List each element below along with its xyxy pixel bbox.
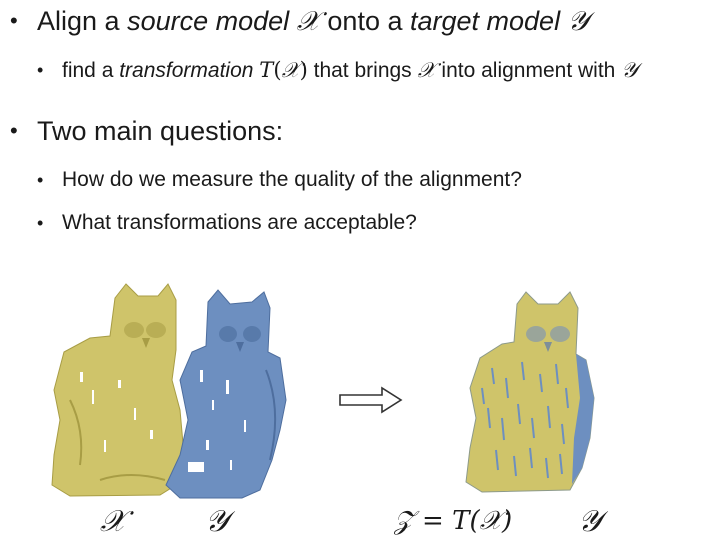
math-x: 𝒳	[296, 6, 320, 37]
label-target-y-aligned: 𝒴	[578, 504, 602, 539]
sub-bullet-dot: •	[37, 213, 44, 233]
math-T: T	[259, 58, 274, 82]
label-z-equals-t-x: 𝒵 = T(𝒳)	[394, 506, 513, 536]
bullet-two-questions: Two main questions:	[37, 116, 284, 146]
owls-aligned-figure	[465, 291, 595, 493]
text: Align a	[37, 6, 128, 36]
sub-bullet-dot: •	[37, 170, 44, 190]
math-y: 𝒴	[567, 6, 589, 37]
right-arrow-icon	[339, 386, 403, 414]
text-transformation: transformation	[119, 59, 254, 82]
sub-bullet-quality: How do we measure the quality of the ali…	[62, 168, 522, 191]
owls-unaligned-figure	[51, 283, 287, 499]
sub-bullet-dot: •	[37, 60, 44, 80]
math-x: 𝒳	[417, 58, 436, 82]
bullet-align: Align a source model 𝒳 onto a target mod…	[37, 6, 589, 37]
target-owl-shape	[165, 289, 287, 499]
math-x: 𝒳	[281, 58, 300, 82]
label-target-y: 𝒴	[205, 504, 229, 539]
label-source-x: 𝒳	[100, 504, 126, 539]
source-owl-shape	[51, 283, 185, 497]
bullet-dot: •	[10, 8, 18, 33]
bullet-dot: •	[10, 118, 18, 143]
aligned-owl-shape	[465, 291, 595, 493]
sub-bullet-transformation: find a transformation T(𝒳) that brings 𝒳…	[62, 58, 638, 82]
text-target-model: target model	[409, 6, 561, 36]
text-source-model: source model	[127, 6, 290, 36]
sub-bullet-acceptable: What transformations are acceptable?	[62, 211, 417, 234]
math-y: 𝒴	[621, 58, 638, 82]
